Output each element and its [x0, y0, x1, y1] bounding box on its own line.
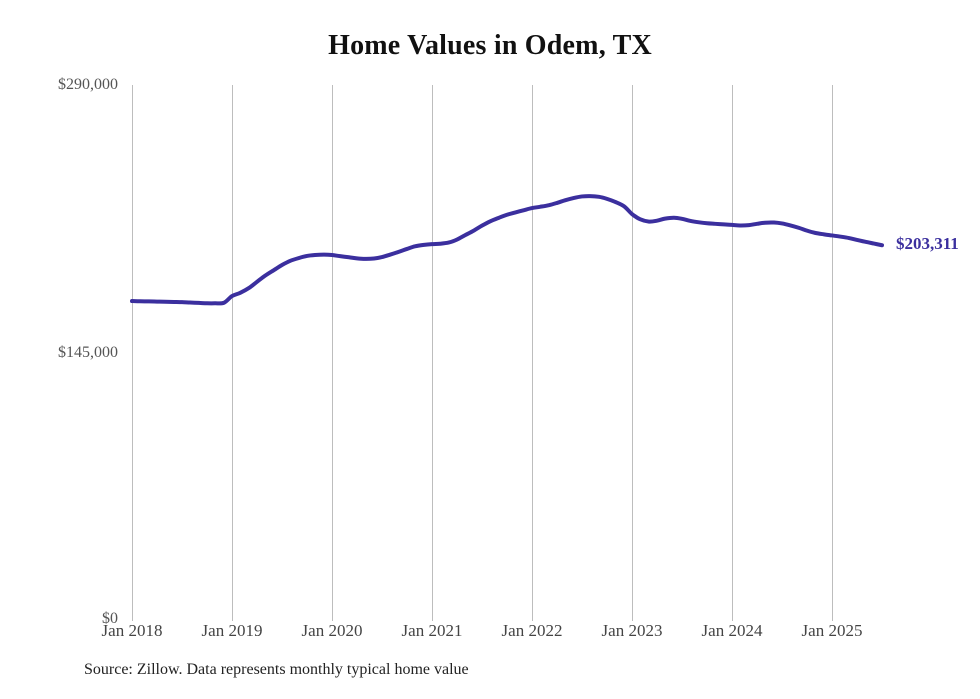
source-note: Source: Zillow. Data represents monthly … — [84, 661, 469, 678]
chart-title: Home Values in Odem, TX — [328, 30, 652, 61]
series-line-typical-home-value — [130, 194, 884, 306]
x-axis-tick-5: Jan 2023 — [601, 621, 663, 640]
y-axis-tick-mid: $145,000 — [58, 344, 118, 361]
y-axis-tick-bottom: $0 — [102, 610, 118, 627]
x-axis-tick-7: Jan 2025 — [801, 621, 863, 640]
series-group — [130, 194, 884, 306]
x-axis-tick-0: Jan 2018 — [101, 621, 163, 640]
x-axis-tick-4: Jan 2022 — [501, 621, 563, 640]
x-axis-tick-3: Jan 2021 — [401, 621, 463, 640]
x-axis-tick-6: Jan 2024 — [701, 621, 763, 640]
x-axis-tick-2: Jan 2020 — [301, 621, 363, 640]
y-axis-tick-top: $290,000 — [58, 76, 118, 93]
series-end-value-label: $203,311 — [896, 234, 959, 254]
x-axis-tick-1: Jan 2019 — [201, 621, 263, 640]
gridlines-group — [132, 85, 833, 621]
